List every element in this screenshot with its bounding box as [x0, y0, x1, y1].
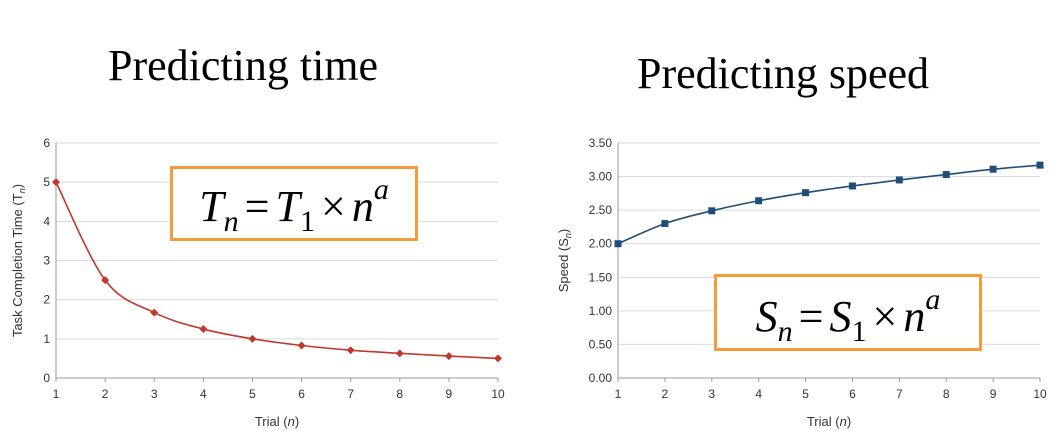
speed-data-point	[802, 189, 810, 197]
x-tick-label: 5	[802, 387, 809, 401]
x-tick-label: 8	[396, 387, 403, 401]
formula-equals: =	[798, 292, 824, 341]
speed-data-point	[848, 182, 856, 190]
x-tick-label: 7	[347, 387, 354, 401]
time-data-point	[494, 354, 502, 363]
formula-sub-n: n	[777, 315, 793, 348]
x-tick-label: 10	[1033, 387, 1047, 401]
formula-var: T	[199, 182, 224, 231]
speed-data-point	[661, 220, 669, 228]
chart-heading-time: Predicting time	[108, 41, 379, 90]
time-data-point	[150, 308, 159, 317]
time-data-point	[346, 346, 355, 355]
y-tick-label: 2.00	[589, 237, 613, 251]
formula-times: ×	[872, 292, 898, 341]
time-formula-box: Tn = T1 × na	[170, 166, 418, 241]
speed-chart: 0.00 0.50 1.00 1.50 2.00 2.50 3.00 3.50 1 2 3 4 5 6 7 8…	[556, 136, 1047, 429]
time-series-line	[55, 181, 499, 360]
y-axis-label: Task Completion Time (Tn)	[10, 184, 27, 337]
y-axis-label: Speed (Sn)	[556, 229, 573, 293]
y-tick-label: 5	[43, 175, 50, 189]
time-data-point	[297, 341, 306, 350]
chart-heading-speed: Predicting speed	[637, 49, 930, 98]
y-tick-label: 0.50	[589, 337, 613, 351]
speed-series-line	[617, 164, 1041, 245]
y-tick-label: 0.00	[589, 371, 613, 385]
y-tick-label: 2.50	[589, 203, 613, 217]
speed-formula-box: Sn = S1 × na	[714, 274, 982, 351]
x-tick-label: 2	[102, 387, 109, 401]
x-tick-label: 1	[53, 387, 60, 401]
speed-data-point	[1036, 161, 1044, 169]
x-tick-label: 6	[849, 387, 856, 401]
x-tick-label: 6	[298, 387, 305, 401]
speed-data-point	[755, 197, 763, 205]
formula-exponent: a	[925, 283, 941, 316]
y-tick-label: 1	[43, 332, 50, 346]
x-tick-label: 4	[200, 387, 207, 401]
x-tick-label: 9	[446, 387, 453, 401]
y-tick-label: 4	[43, 214, 50, 228]
y-tick-label: 0	[43, 371, 50, 385]
speed-data-point	[614, 240, 622, 248]
x-tick-label: 5	[249, 387, 256, 401]
x-tick-label: 10	[491, 387, 505, 401]
x-axis-label: Trial (n)	[255, 414, 299, 429]
y-tick-label: 1.50	[589, 270, 613, 284]
speed-data-point	[895, 176, 903, 184]
x-tick-label: 9	[990, 387, 997, 401]
time-data-point	[52, 178, 60, 187]
time-data-point	[395, 349, 404, 358]
formula-sub-1: 1	[851, 315, 867, 348]
x-tick-label: 3	[151, 387, 158, 401]
x-axis-label: Trial (n)	[807, 414, 851, 429]
speed-data-point	[989, 165, 997, 173]
formula-sub-n: n	[223, 205, 239, 238]
formula-n: n	[903, 292, 926, 341]
x-tick-label: 3	[708, 387, 715, 401]
y-tick-label: 3.50	[589, 136, 613, 150]
formula-times: ×	[320, 182, 346, 231]
time-data-point	[101, 276, 110, 285]
time-formula: Tn = T1 × na	[173, 175, 415, 237]
time-data-point	[248, 334, 257, 343]
speed-formula: Sn = S1 × na	[717, 285, 979, 347]
y-tick-label: 2	[43, 293, 50, 307]
x-tick-label: 1	[615, 387, 622, 401]
time-data-point	[199, 325, 208, 334]
formula-var-1: T	[275, 182, 300, 231]
y-tick-label: 1.00	[589, 304, 613, 318]
formula-var-1: S	[829, 292, 852, 341]
formula-exponent: a	[373, 173, 389, 206]
x-tick-label: 4	[755, 387, 762, 401]
y-tick-label: 6	[43, 136, 50, 150]
x-tick-label: 8	[943, 387, 950, 401]
x-tick-label: 2	[662, 387, 669, 401]
formula-n: n	[351, 182, 374, 231]
y-tick-label: 3	[43, 254, 50, 268]
formula-equals: =	[244, 182, 270, 231]
formula-var: S	[755, 292, 778, 341]
speed-data-point	[708, 207, 716, 215]
formula-sub-1: 1	[299, 205, 315, 238]
speed-data-point	[942, 171, 950, 179]
x-tick-label: 7	[896, 387, 903, 401]
time-data-point	[444, 352, 453, 361]
y-tick-label: 3.00	[589, 170, 613, 184]
